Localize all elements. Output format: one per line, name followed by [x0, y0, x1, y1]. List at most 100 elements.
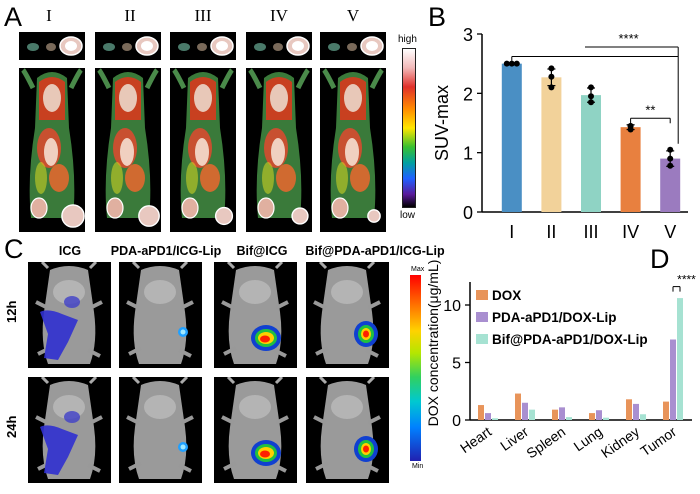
data-point: [508, 60, 515, 67]
legend-swatch: [476, 290, 488, 300]
colorbar-a-high-label: high: [398, 34, 417, 45]
panel-c-title-bif-icg: Bif@ICG: [236, 244, 288, 258]
bar: [640, 414, 646, 420]
x-tick-label: I: [509, 222, 514, 242]
panel-c-title-icg: ICG: [58, 244, 82, 258]
x-tick-label: III: [583, 222, 598, 242]
data-point: [627, 122, 634, 129]
colorbar-a: [402, 48, 416, 208]
data-point: [548, 73, 555, 80]
data-point: [588, 93, 594, 100]
bar: [633, 403, 639, 420]
panel-c-title-pda-apd1-icg-lip: PDA-aPD1/ICG-Lip: [110, 244, 222, 258]
bar: [559, 407, 565, 420]
pet-body-image: [19, 68, 85, 232]
fluorescence-image: [306, 377, 389, 483]
bar: [603, 417, 609, 420]
sig-label: ****: [618, 31, 638, 46]
bar: [485, 413, 491, 420]
y-axis-label: DOX concentration(μg/mL): [425, 260, 441, 427]
bar: [529, 409, 535, 420]
y-axis-label: SUV-max: [432, 85, 452, 161]
bar: [663, 401, 669, 420]
data-point: [667, 162, 674, 169]
panel-a-letter: A: [4, 2, 23, 32]
x-tick-label: Spleen: [523, 423, 568, 461]
bar: [626, 399, 632, 420]
bar: [677, 298, 683, 420]
panel-c-title-bif-pda-apd1-icg-lip: Bif@PDA-aPD1/ICG-Lip: [305, 244, 445, 258]
colorbar-c: [410, 275, 421, 461]
x-tick-label: IV: [622, 222, 639, 242]
y-tick-label: 5: [452, 356, 461, 373]
y-tick-label: 3: [463, 25, 473, 45]
colorbar-c-min-label: Min: [412, 463, 424, 470]
pet-body-image: [95, 68, 161, 232]
y-tick-label: 0: [463, 203, 473, 223]
x-tick-label: Tumor: [637, 423, 679, 459]
x-tick-label: V: [664, 222, 676, 242]
pet-axial-strip: [320, 32, 386, 60]
data-point: [548, 84, 555, 91]
sig-label: ****: [677, 273, 696, 287]
bar: [670, 339, 676, 420]
bar: [492, 418, 498, 420]
data-point: [588, 84, 594, 91]
x-tick-label: II: [546, 222, 556, 242]
fluorescence-image: [119, 262, 202, 368]
fluorescence-image: [214, 377, 297, 483]
bar: [660, 158, 681, 212]
panel-d-letter: D: [650, 244, 670, 274]
x-tick-label: Kidney: [598, 423, 642, 461]
x-tick-label: Heart: [457, 423, 494, 456]
fluorescence-image: [28, 377, 111, 483]
data-point: [667, 146, 674, 153]
legend-label: DOX: [492, 288, 521, 303]
fluorescence-image: [214, 262, 297, 368]
panel-c-letter: C: [4, 234, 24, 264]
pet-axial-strip: [246, 32, 312, 60]
bar: [478, 405, 484, 420]
y-tick-label: 0: [452, 413, 461, 430]
pet-body-image: [170, 68, 236, 232]
group-label-2: II: [124, 6, 136, 25]
pet-body-image: [246, 68, 312, 232]
legend-swatch: [476, 312, 488, 322]
y-tick-label: 1: [463, 144, 473, 164]
bar: [581, 95, 601, 212]
y-tick-label: 10: [443, 298, 461, 315]
bar: [515, 393, 521, 420]
bar: [596, 410, 602, 420]
legend-label: Bif@PDA-aPD1/DOX-Lip: [492, 332, 648, 347]
bar: [541, 77, 562, 213]
data-point: [548, 65, 555, 72]
fluorescence-image: [119, 377, 202, 483]
legend-label: PDA-aPD1/DOX-Lip: [492, 310, 617, 325]
bar: [522, 402, 528, 420]
data-point: [667, 155, 674, 162]
row-label-12h: 12h: [4, 300, 19, 323]
group-label-3: III: [194, 6, 212, 25]
fluorescence-image: [306, 262, 389, 368]
legend-swatch: [476, 334, 488, 344]
panel-b-letter: B: [428, 2, 447, 32]
row-label-24h: 24h: [4, 415, 19, 438]
bar: [566, 417, 572, 420]
pet-body-image: [320, 68, 386, 232]
pet-axial-strip: [19, 32, 85, 60]
group-label-1: I: [46, 6, 52, 25]
sig-label: **: [645, 102, 655, 117]
pet-axial-strip: [95, 32, 161, 60]
bar: [620, 127, 641, 212]
pet-axial-strip: [170, 32, 236, 60]
bar: [552, 409, 558, 420]
group-label-5: V: [346, 6, 360, 25]
data-point: [503, 60, 510, 67]
bar: [501, 63, 522, 212]
y-tick-label: 2: [463, 84, 473, 104]
bar: [589, 413, 595, 420]
fluorescence-image: [28, 262, 111, 368]
data-point: [513, 60, 520, 67]
colorbar-c-max-label: Max: [411, 266, 425, 273]
